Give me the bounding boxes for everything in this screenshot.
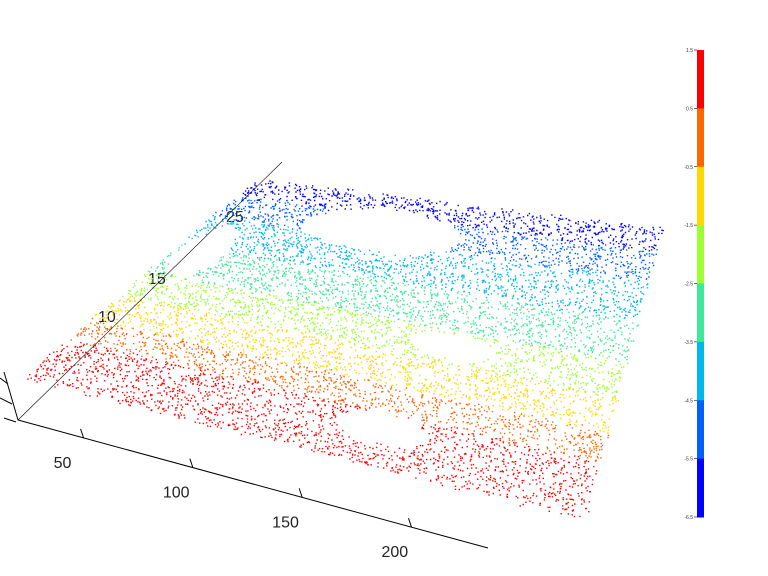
colorbar-segment	[697, 225, 704, 284]
point-band	[149, 244, 639, 362]
colorbar-tick-label: 0.5	[686, 106, 693, 112]
x-tick-label: 200	[381, 544, 408, 561]
x-tick-label: 50	[54, 455, 72, 472]
x-ticks: 50 100 150 200	[54, 429, 412, 561]
z-tick	[4, 418, 16, 422]
point-cloud-points	[215, 197, 658, 279]
colorbar-segment	[697, 50, 704, 109]
x-tick-mark	[190, 459, 193, 468]
colorbar-tick-label: -6.5	[684, 515, 693, 521]
colorbar-tick-label: -3.5	[684, 340, 693, 346]
colorbar-tick-label: -0.5	[684, 165, 693, 171]
point-cloud-points	[27, 342, 597, 517]
colorbar-tick-label: -5.5	[684, 457, 693, 463]
z-axis-line	[4, 372, 18, 420]
colorbar-segment	[697, 108, 704, 167]
colorbar-segment	[697, 167, 704, 226]
y-axis-line	[18, 162, 282, 420]
colorbar-tick-label: -2.5	[684, 282, 693, 288]
colorbar-tick-label: -4.5	[684, 398, 693, 404]
x-tick-mark	[299, 488, 302, 497]
x-tick-mark	[408, 518, 411, 527]
x-axis-line	[18, 420, 488, 548]
x-tick-label: 150	[272, 514, 299, 531]
colorbar-segment	[697, 400, 704, 459]
point-band	[95, 296, 620, 433]
colorbar-segment	[697, 459, 704, 518]
colorbar-tick-label: -1.5	[684, 223, 693, 229]
point-cloud	[27, 180, 664, 517]
point-band	[27, 342, 597, 517]
colorbar-tick-label: 1.5	[686, 48, 693, 54]
colorbar-segment	[697, 284, 704, 343]
colorbar-segment	[697, 342, 704, 401]
colorbar: 1.5 0.5 -0.5 -1.5 -2.5 -3.5 -4.5 -5.5 -6.5	[684, 48, 704, 521]
z-tick	[0, 398, 12, 404]
x-tick-label: 100	[163, 485, 190, 502]
point-cloud-points	[149, 244, 639, 362]
point-band	[215, 197, 658, 279]
point-cloud-points	[95, 296, 620, 433]
x-tick-mark	[81, 429, 84, 438]
